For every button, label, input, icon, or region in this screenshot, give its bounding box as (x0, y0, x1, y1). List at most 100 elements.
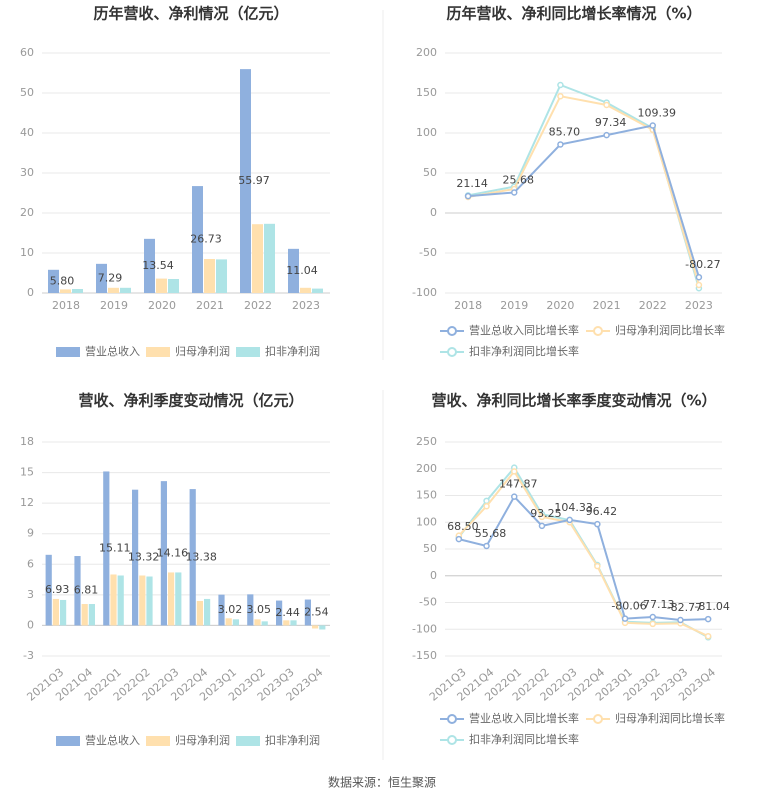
point (511, 468, 518, 475)
value-label: 2.54 (304, 605, 329, 618)
value-label: 85.70 (549, 125, 581, 138)
y-tick-label: 200 (416, 462, 437, 475)
point (594, 562, 601, 570)
legend-label: 归母净利润同比增长率 (615, 711, 725, 725)
y-tick-label: 18 (20, 435, 34, 448)
y-tick-label: 100 (416, 515, 437, 528)
bar (232, 619, 239, 626)
legend-label: 归母净利润同比增长率 (615, 323, 725, 337)
bar (189, 489, 196, 626)
legend-label: 扣非净利润 (265, 344, 320, 358)
point (695, 281, 703, 289)
source: 数据来源：恒生聚源 (328, 775, 436, 790)
legend-marker (146, 736, 170, 746)
y-tick-label: 50 (20, 86, 34, 99)
y-tick-label: 50 (423, 166, 437, 179)
bar (247, 594, 254, 626)
value-label: 93.25 (530, 507, 562, 520)
x-tick-label: 2020 (148, 299, 176, 312)
value-label: -80.27 (685, 258, 720, 271)
y-tick-label: -150 (412, 649, 437, 662)
bar (264, 223, 275, 293)
legend-marker (447, 326, 457, 336)
x-tick-label: 2021 (196, 299, 224, 312)
point (649, 613, 656, 621)
bar (204, 259, 215, 293)
bar (319, 625, 326, 630)
value-label: 21.14 (456, 177, 488, 190)
value-label: 13.38 (185, 550, 217, 563)
bar (196, 600, 203, 626)
legend-label: 营业总收入同比增长率 (469, 711, 579, 725)
value-label: 97.34 (595, 116, 627, 129)
value-label: 5.80 (50, 274, 75, 287)
y-tick-label: -50 (419, 246, 437, 259)
bar (110, 574, 117, 626)
legend-label: 扣非净利润同比增长率 (469, 344, 579, 358)
bar (312, 625, 319, 629)
bar (156, 278, 167, 293)
y-tick-label: 10 (20, 246, 34, 259)
value-label: 96.42 (586, 505, 618, 518)
y-tick-label: 0 (27, 286, 34, 299)
value-label: 7.29 (98, 271, 123, 284)
bar (175, 572, 182, 626)
legend-label: 营业总收入 (85, 344, 140, 358)
line (468, 124, 700, 278)
point (603, 131, 610, 139)
y-tick-label: 60 (20, 46, 34, 59)
bar (312, 288, 323, 293)
value-label: 68.50 (447, 520, 479, 533)
value-label: 109.39 (638, 106, 677, 119)
bar (304, 599, 311, 626)
value-label: -77.13 (639, 598, 674, 611)
value-label: 55.97 (238, 174, 270, 187)
value-label: 104.33 (554, 501, 593, 514)
y-tick-label: -50 (419, 596, 437, 609)
point (566, 516, 573, 524)
point (483, 542, 490, 550)
y-tick-label: -100 (412, 622, 437, 635)
y-tick-label: 0 (27, 618, 34, 631)
bar (146, 576, 153, 626)
point (649, 620, 656, 628)
value-label: 6.81 (74, 584, 99, 597)
y-tick-label: 20 (20, 206, 34, 219)
bar (288, 248, 299, 293)
point (621, 615, 629, 622)
y-tick-label: 0 (430, 569, 437, 582)
point (538, 522, 546, 530)
y-tick-label: 250 (416, 435, 437, 448)
point (538, 513, 546, 521)
value-label: 25.68 (503, 173, 535, 186)
y-tick-label: 150 (416, 86, 437, 99)
value-label: 13.54 (142, 259, 174, 272)
legend-marker (56, 736, 80, 746)
point (464, 192, 472, 200)
point (704, 615, 712, 623)
point (557, 92, 564, 100)
point (704, 632, 712, 640)
legend-label: 归母净利润 (175, 344, 230, 358)
legend-label: 归母净利润 (175, 733, 230, 747)
value-label: -81.04 (694, 600, 729, 613)
x-tick-label: 2021 (593, 299, 621, 312)
point (557, 141, 564, 148)
legend-label: 营业总收入 (85, 733, 140, 747)
x-tick-label: 2020 (546, 299, 574, 312)
bar (72, 289, 83, 293)
point (677, 616, 684, 624)
x-tick-label: 2022 (244, 299, 272, 312)
y-tick-label: 15 (20, 466, 34, 479)
y-tick-label: 200 (416, 46, 437, 59)
value-label: 6.93 (45, 583, 70, 596)
value-label: 26.73 (190, 233, 222, 246)
bar (168, 572, 175, 626)
y-tick-label: -3 (23, 649, 34, 662)
bar (218, 594, 225, 626)
bar (144, 238, 155, 293)
x-tick-label: 2019 (100, 299, 128, 312)
y-tick-label: 50 (423, 542, 437, 555)
bar (160, 481, 167, 626)
point (511, 493, 518, 500)
